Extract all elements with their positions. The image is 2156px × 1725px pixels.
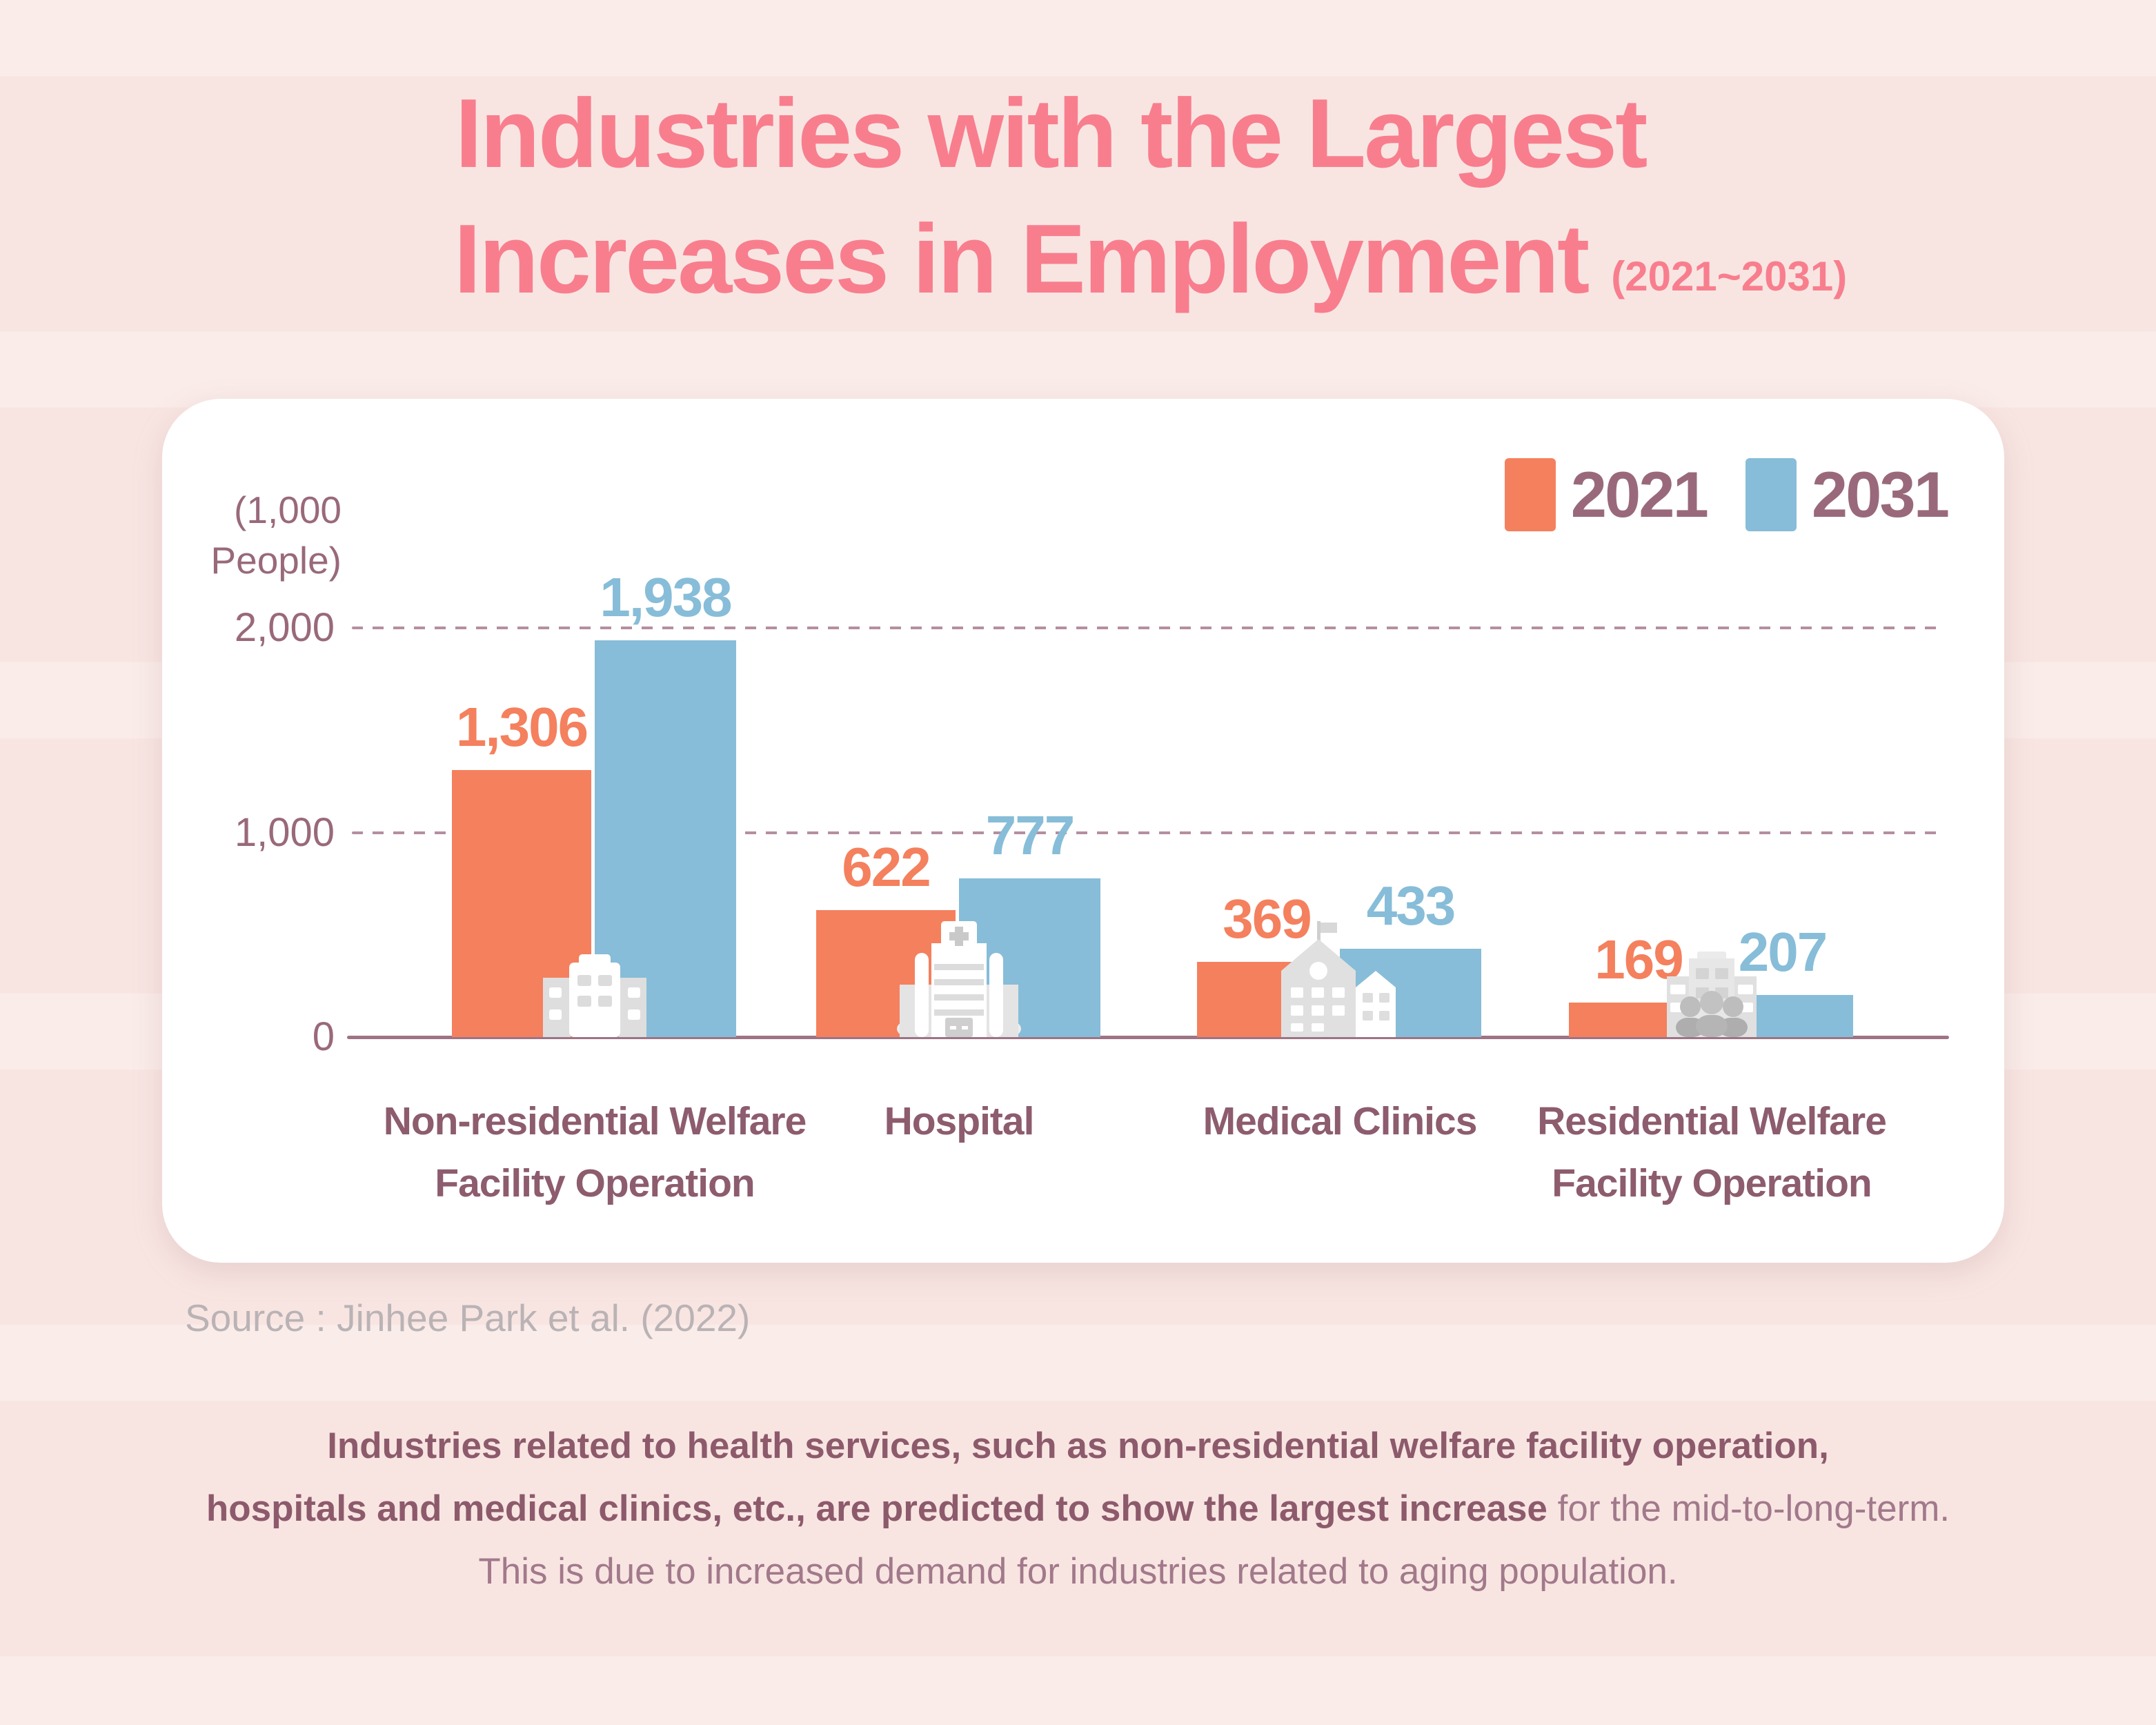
category-label-4: Residential Welfare Facility Operation bbox=[1436, 1090, 1988, 1214]
legend-swatch-2021-icon bbox=[1504, 458, 1556, 531]
legend-swatch-2031-icon bbox=[1745, 458, 1797, 531]
clinics-icon bbox=[1274, 921, 1405, 1037]
y-tick-1000: 1,000 bbox=[234, 809, 335, 855]
page-title-line1: Industries with the Largest bbox=[455, 79, 1648, 188]
y-tick-2000: 2,000 bbox=[234, 605, 335, 650]
source-note: Source : Jinhee Park et al. (2022) bbox=[185, 1297, 751, 1339]
legend-label-2031: 2031 bbox=[1811, 458, 1950, 531]
chart-legend: 2021 2031 bbox=[1504, 457, 1950, 532]
gridline-1000 bbox=[352, 831, 1946, 834]
legend-label-2021: 2021 bbox=[1570, 458, 1709, 531]
residential-welfare-icon bbox=[1657, 952, 1766, 1037]
bar-value-2021-2: 622 bbox=[842, 836, 931, 898]
summary-paragraph: Industries related to health services, s… bbox=[0, 1414, 2156, 1603]
category-label-line: Non-residential Welfare bbox=[383, 1099, 807, 1143]
bar-value-2031-3: 433 bbox=[1366, 875, 1456, 936]
bar-value-2031-1: 1,938 bbox=[600, 566, 732, 628]
summary-line-3: This is due to increased demand for indu… bbox=[478, 1551, 1678, 1592]
office-building-icon bbox=[543, 946, 646, 1037]
summary-line-2: hospitals and medical clinics, etc., are… bbox=[206, 1488, 1950, 1529]
category-label-line: Facility Operation bbox=[1552, 1161, 1872, 1205]
legend-item-2021: 2021 bbox=[1504, 457, 1709, 532]
legend-item-2031: 2031 bbox=[1745, 457, 1950, 532]
category-label-line: Medical Clinics bbox=[1203, 1099, 1478, 1143]
chart-card: 2021 2031 (1,000 People) 2,000 1,000 0 1,30… bbox=[162, 399, 2004, 1263]
title-period: (2021~2031) bbox=[1611, 253, 1848, 300]
y-tick-0: 0 bbox=[312, 1014, 335, 1059]
y-axis-unit-label: (1,000 People) bbox=[210, 489, 342, 582]
category-label-1: Non-residential Welfare Facility Operatio… bbox=[319, 1090, 871, 1214]
title-block: Industries with the Largest Increases in… bbox=[0, 76, 2156, 317]
bar-value-2021-1: 1,306 bbox=[455, 696, 589, 758]
bar-value-2031-4: 207 bbox=[1738, 921, 1828, 983]
category-label-line: Hospital bbox=[884, 1099, 1035, 1143]
bar-value-2031-2: 777 bbox=[985, 805, 1075, 866]
bar-value-2021-3: 369 bbox=[1223, 888, 1312, 949]
page-title-line2: Increases in Employment bbox=[453, 204, 1590, 314]
summary-line-1: Industries related to health services, s… bbox=[327, 1426, 1829, 1466]
x-axis-baseline bbox=[347, 1036, 1949, 1039]
category-label-2: Hospital bbox=[683, 1090, 1235, 1152]
category-label-line: Facility Operation bbox=[435, 1161, 755, 1205]
category-label-3: Medical Clinics bbox=[1064, 1090, 1616, 1152]
hospital-icon bbox=[897, 921, 1021, 1037]
category-label-line: Residential Welfare bbox=[1537, 1099, 1887, 1143]
gridline-2000 bbox=[352, 627, 1946, 629]
